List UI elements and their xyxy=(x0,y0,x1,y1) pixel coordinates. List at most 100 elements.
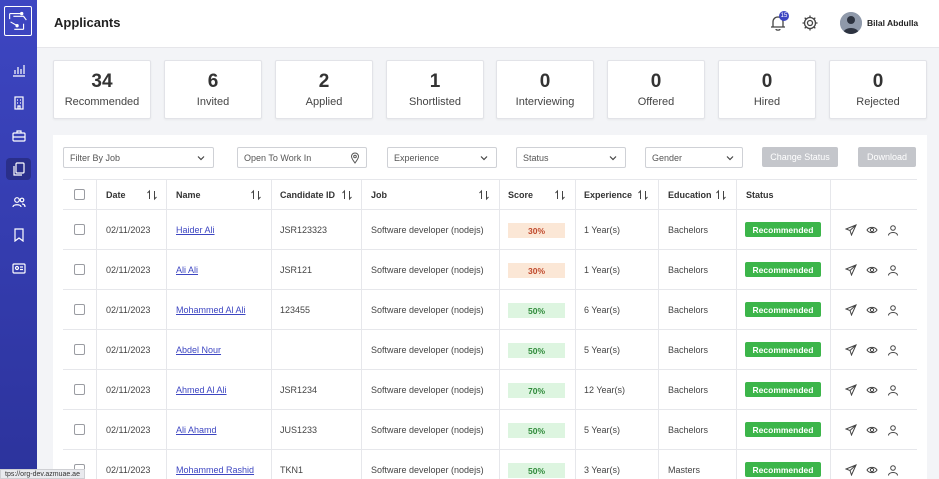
location-filter-input[interactable]: Open To Work In xyxy=(237,147,367,168)
stat-label: Offered xyxy=(637,96,675,108)
sort-icon[interactable] xyxy=(146,189,158,201)
score-badge: 50% xyxy=(508,423,565,438)
avatar[interactable] xyxy=(840,12,862,34)
user-icon[interactable] xyxy=(887,424,899,436)
chevron-down-icon xyxy=(197,156,205,161)
stat-card-offered[interactable]: 0 Offered xyxy=(607,60,705,119)
column-header-name[interactable]: Name xyxy=(176,189,201,200)
sidebar-item-analytics[interactable] xyxy=(6,59,31,81)
stat-value: 2 xyxy=(318,71,330,92)
stat-card-rejected[interactable]: 0 Rejected xyxy=(829,60,927,119)
stat-card-recommended[interactable]: 34 Recommended xyxy=(53,60,151,119)
applicant-name-link[interactable]: Abdel Nour xyxy=(176,344,222,355)
applicants-panel: Filter By Job Open To Work In Experience… xyxy=(53,135,927,479)
row-checkbox[interactable] xyxy=(74,224,85,235)
sort-icon[interactable] xyxy=(637,189,649,201)
table-row: 02/11/2023 Mohammed Rashid TKN1 Software de… xyxy=(63,450,917,479)
column-header-score[interactable]: Score xyxy=(508,189,534,200)
eye-icon[interactable] xyxy=(866,344,878,356)
date-cell: 02/11/2023 xyxy=(106,384,151,395)
sort-icon[interactable] xyxy=(554,189,566,201)
table-row: 02/11/2023 Haider Ali JSR123323 Software de… xyxy=(63,210,917,250)
education-cell: Bachelors xyxy=(668,224,709,235)
user-icon[interactable] xyxy=(887,344,899,356)
row-checkbox[interactable] xyxy=(74,304,85,315)
column-header-education[interactable]: Education xyxy=(668,189,712,200)
stat-card-interviewing[interactable]: 0 Interviewing xyxy=(496,60,594,119)
column-header-experience[interactable]: Experience xyxy=(584,189,633,200)
job-filter-select[interactable]: Filter By Job xyxy=(63,147,214,168)
eye-icon[interactable] xyxy=(866,264,878,276)
sort-icon[interactable] xyxy=(715,189,727,201)
download-button[interactable]: Download xyxy=(858,147,916,167)
send-icon[interactable] xyxy=(845,224,857,236)
applicant-name-link[interactable]: Mohammed Al Ali xyxy=(176,304,246,315)
user-name[interactable]: Bilal Abdulla xyxy=(867,18,919,28)
experience-filter-select[interactable]: Experience xyxy=(387,147,497,168)
sidebar-item-applicants[interactable] xyxy=(6,158,31,180)
sidebar-item-company[interactable] xyxy=(6,92,31,114)
logo-icon[interactable] xyxy=(4,6,32,36)
send-icon[interactable] xyxy=(845,264,857,276)
stat-label: Rejected xyxy=(856,96,900,108)
send-icon[interactable] xyxy=(845,424,857,436)
column-header-date[interactable]: Date xyxy=(106,189,126,200)
column-header-candidate-id[interactable]: Candidate ID xyxy=(280,189,336,200)
stat-card-applied[interactable]: 2 Applied xyxy=(275,60,373,119)
change-status-button[interactable]: Change Status xyxy=(762,147,838,167)
sort-icon[interactable] xyxy=(341,189,353,201)
send-icon[interactable] xyxy=(845,344,857,356)
sidebar-item-saved[interactable] xyxy=(6,224,31,246)
table-row: 02/11/2023 Ali Ali JSR121 Software develope… xyxy=(63,250,917,290)
row-checkbox[interactable] xyxy=(74,424,85,435)
eye-icon[interactable] xyxy=(866,464,878,476)
applicant-name-link[interactable]: Ahmed Al Ali xyxy=(176,384,227,395)
eye-icon[interactable] xyxy=(866,384,878,396)
candidate-id-cell: TKN1 xyxy=(280,464,304,475)
experience-cell: 5 Year(s) xyxy=(584,344,621,355)
send-icon[interactable] xyxy=(845,384,857,396)
user-icon[interactable] xyxy=(887,224,899,236)
sort-icon[interactable] xyxy=(250,189,262,201)
users-icon xyxy=(11,197,26,208)
experience-cell: 3 Year(s) xyxy=(584,464,621,475)
eye-icon[interactable] xyxy=(866,304,878,316)
settings-button[interactable] xyxy=(801,14,819,32)
applicant-name-link[interactable]: Ali Ali xyxy=(176,264,199,275)
send-icon[interactable] xyxy=(845,464,857,476)
stat-card-invited[interactable]: 6 Invited xyxy=(164,60,262,119)
status-filter-select[interactable]: Status xyxy=(516,147,626,168)
column-header-job[interactable]: Job xyxy=(371,189,388,200)
stat-card-hired[interactable]: 0 Hired xyxy=(718,60,816,119)
user-icon[interactable] xyxy=(887,264,899,276)
chevron-down-icon xyxy=(609,156,617,161)
row-checkbox[interactable] xyxy=(74,344,85,355)
applicant-name-link[interactable]: Mohammed Rashid xyxy=(176,464,255,475)
row-checkbox[interactable] xyxy=(74,384,85,395)
sidebar-item-team[interactable] xyxy=(6,191,31,213)
sort-icon[interactable] xyxy=(478,189,490,201)
row-checkbox[interactable] xyxy=(74,264,85,275)
score-badge: 30% xyxy=(508,223,565,238)
user-icon[interactable] xyxy=(887,304,899,316)
applicant-name-link[interactable]: Ali Ahamd xyxy=(176,424,217,435)
job-cell: Software developer (nodejs) xyxy=(371,384,484,395)
applicant-name-link[interactable]: Haider Ali xyxy=(176,224,215,235)
notifications-button[interactable]: 15 xyxy=(769,11,789,32)
score-badge: 50% xyxy=(508,463,565,478)
user-icon[interactable] xyxy=(887,384,899,396)
candidate-id-cell: JSR121 xyxy=(280,264,313,275)
sidebar-item-jobs[interactable] xyxy=(6,125,31,147)
sidebar-item-profile[interactable] xyxy=(6,257,31,279)
status-badge: Recommended xyxy=(745,302,821,317)
eye-icon[interactable] xyxy=(866,424,878,436)
select-all-checkbox[interactable] xyxy=(74,189,85,200)
user-icon[interactable] xyxy=(887,464,899,476)
send-icon[interactable] xyxy=(845,304,857,316)
stat-card-shortlisted[interactable]: 1 Shortlisted xyxy=(386,60,484,119)
gender-filter-select[interactable]: Gender xyxy=(645,147,743,168)
stat-label: Recommended xyxy=(64,96,140,108)
eye-icon[interactable] xyxy=(866,224,878,236)
status-badge: Recommended xyxy=(745,462,821,477)
stat-value: 1 xyxy=(429,71,441,92)
